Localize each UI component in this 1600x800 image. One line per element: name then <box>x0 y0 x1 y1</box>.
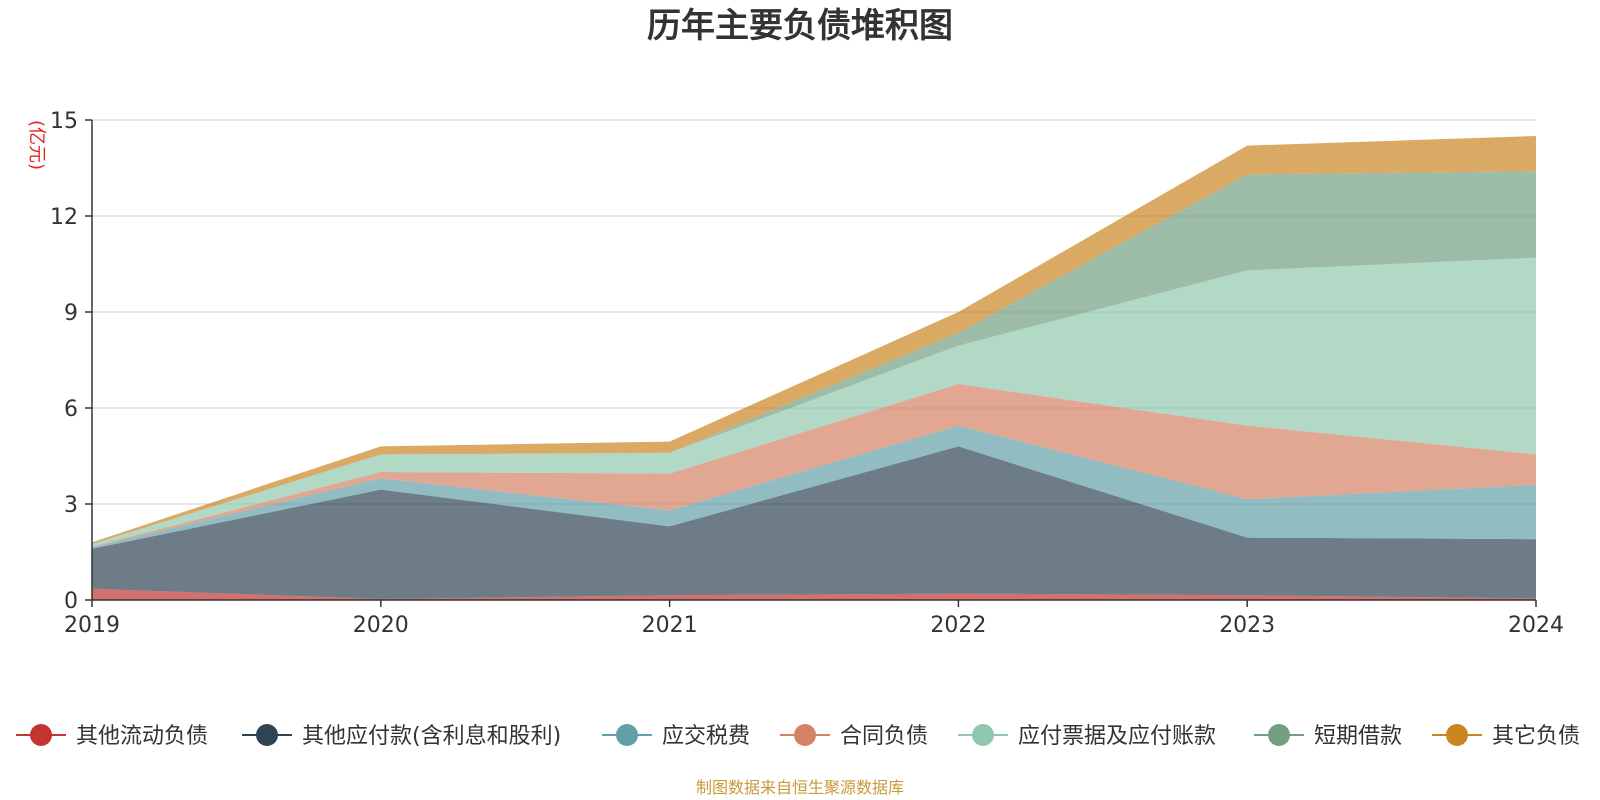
legend-item-3[interactable]: 应交税费 <box>602 724 750 749</box>
legend-marker <box>616 724 638 746</box>
legend-label: 应付票据及应付账款 <box>1018 724 1216 749</box>
legend-marker <box>794 724 816 746</box>
y-tick-label: 6 <box>64 397 78 422</box>
legend-item-2[interactable]: 其他应付款(含利息和股利) <box>242 724 561 749</box>
legend-label: 应交税费 <box>662 724 750 749</box>
legend-item-7[interactable]: 其它负债 <box>1432 724 1580 749</box>
legend: 其他流动负债 其他应付款(含利息和股利) 应交税费 合同负债 应付票据及应付账款 短期借款… <box>16 724 1580 749</box>
area-series-6 <box>92 171 1536 544</box>
legend-label: 其他应付款(含利息和股利) <box>302 724 561 749</box>
legend-item-6[interactable]: 短期借款 <box>1254 724 1402 749</box>
legend-label: 短期借款 <box>1314 724 1402 749</box>
area-series-1 <box>92 588 1536 600</box>
area-series-2 <box>92 446 1536 599</box>
x-tick-label: 2024 <box>1508 613 1564 638</box>
source-note: 制图数据来自恒生聚源数据库 <box>696 778 904 797</box>
legend-label: 合同负债 <box>840 724 928 749</box>
legend-marker <box>972 724 994 746</box>
legend-marker <box>30 724 52 746</box>
x-tick-label: 2022 <box>930 613 986 638</box>
legend-item-5[interactable]: 应付票据及应付账款 <box>958 724 1216 749</box>
area-series-5 <box>92 257 1536 547</box>
y-tick-label: 9 <box>64 301 78 326</box>
x-tick-label: 2019 <box>64 613 120 638</box>
legend-marker <box>1446 724 1468 746</box>
y-tick-label: 3 <box>64 493 78 518</box>
legend-item-4[interactable]: 合同负债 <box>780 724 928 749</box>
x-tick-label: 2020 <box>353 613 409 638</box>
x-tick-label: 2021 <box>642 613 698 638</box>
legend-label: 其它负债 <box>1492 724 1580 749</box>
axes: 0 3 6 9 12 15 2019 2020 2021 2022 2023 2024 <box>50 109 1564 638</box>
area-series-4 <box>92 384 1536 548</box>
x-tick-label: 2023 <box>1219 613 1275 638</box>
area-series-group <box>92 136 1536 600</box>
y-tick-label: 0 <box>64 589 78 614</box>
y-tick-label: 12 <box>50 205 78 230</box>
y-axis-unit: (亿元) <box>26 120 47 170</box>
y-tick-label: 15 <box>50 109 78 134</box>
legend-label: 其他流动负债 <box>76 724 208 749</box>
chart-title: 历年主要负债堆积图 <box>647 6 953 46</box>
legend-item-1[interactable]: 其他流动负债 <box>16 724 208 749</box>
legend-marker <box>256 724 278 746</box>
legend-marker <box>1268 724 1290 746</box>
area-series-3 <box>92 425 1536 549</box>
